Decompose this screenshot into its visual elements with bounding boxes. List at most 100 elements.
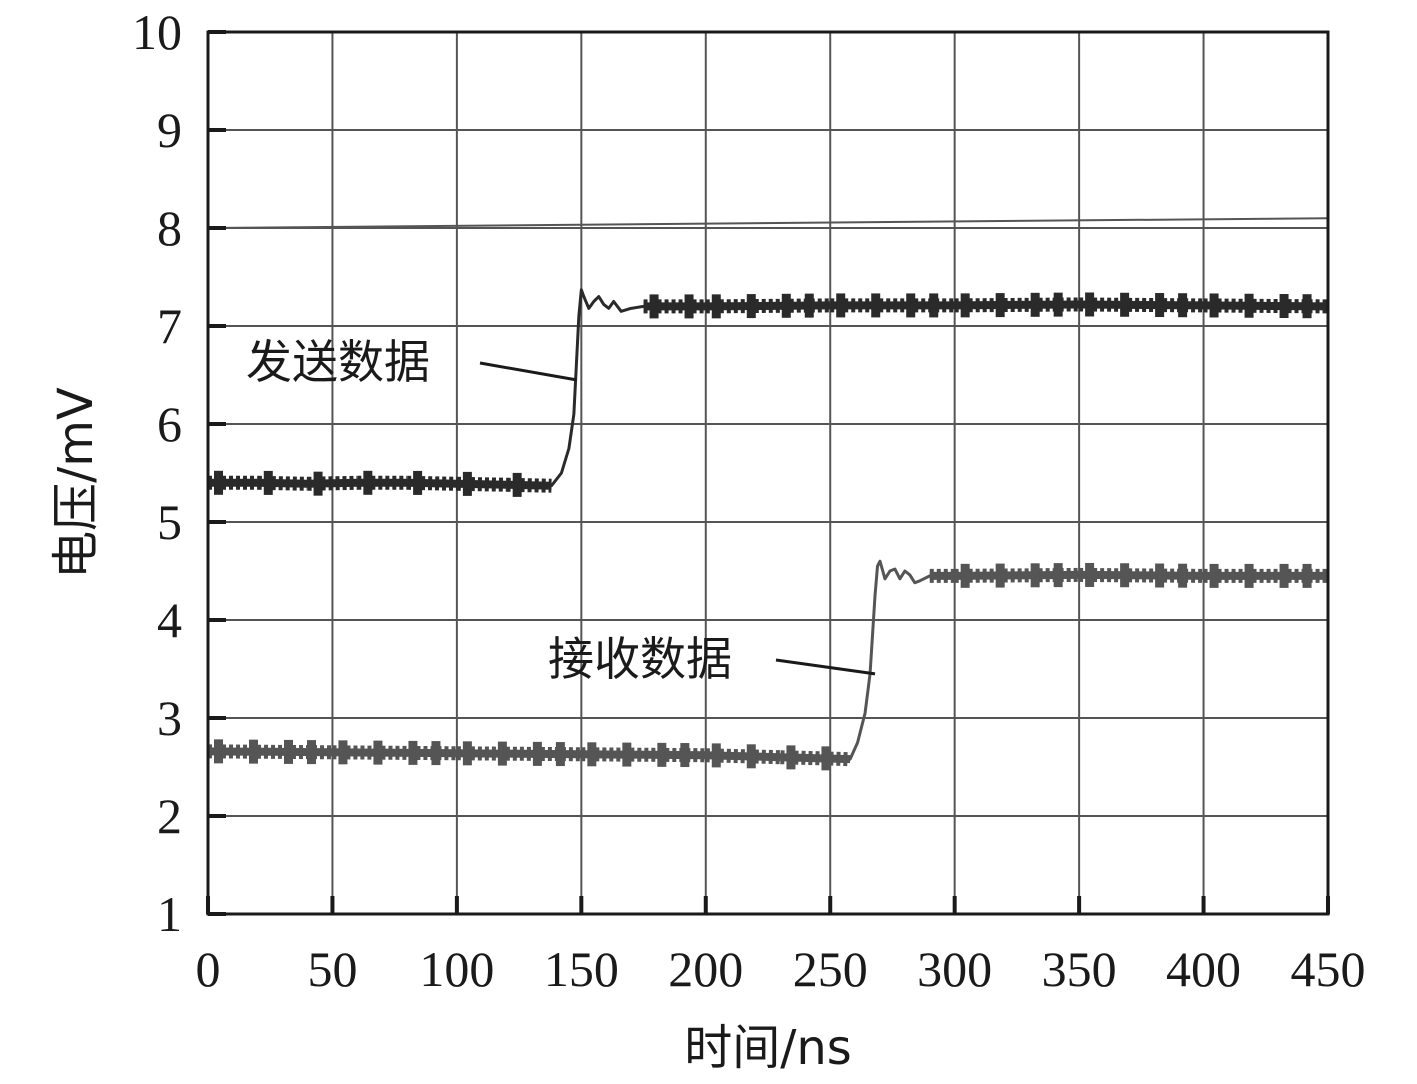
y-tick-label: 3 [157, 690, 182, 746]
noise-burst [1244, 293, 1254, 318]
noise-burst [1155, 293, 1165, 318]
x-axis-title: 时间/ns [684, 1020, 852, 1076]
x-tick-label: 350 [1042, 941, 1117, 997]
x-tick-label: 300 [917, 941, 992, 997]
y-tick-label: 10 [132, 4, 182, 60]
noise-burst [746, 294, 756, 319]
noise-burst [1053, 563, 1063, 588]
x-tick-label: 100 [419, 941, 494, 997]
noise-burst [532, 741, 542, 766]
noise-burst [684, 294, 694, 319]
noise-burst [657, 742, 667, 767]
noise-burst [746, 744, 756, 769]
y-axis-title: 电压/mV [48, 387, 104, 579]
noise-burst [1085, 292, 1095, 317]
noise-burst [1053, 292, 1063, 317]
noise-burst [214, 739, 223, 764]
noise-burst [249, 739, 258, 764]
noise-burst [1209, 563, 1219, 588]
x-tick-label: 400 [1166, 941, 1241, 997]
noise-burst [995, 293, 1005, 318]
x-tick-label: 150 [544, 941, 619, 997]
annotation-leader [775, 658, 876, 676]
noise-burst [680, 743, 690, 768]
plot-frame [206, 30, 1330, 916]
noise-burst [804, 293, 814, 318]
noise-burst [929, 293, 939, 318]
noise-burst [1279, 294, 1289, 319]
noise-burst [871, 293, 881, 318]
noise-burst [786, 745, 796, 770]
noise-burst [587, 742, 597, 767]
noise-burst [1085, 562, 1095, 587]
noise-burst [1302, 563, 1312, 588]
noise-burst [622, 742, 632, 767]
noise-burst [431, 741, 441, 766]
annotation-leader [479, 361, 577, 382]
annotation-label: 接收数据 [548, 632, 732, 686]
y-tick-labels: 1 2 3 4 5 6 7 8 9 10 [132, 4, 182, 942]
y-tick-label: 4 [157, 592, 182, 648]
noise-burst [408, 740, 418, 765]
noise-burst [1120, 292, 1130, 317]
noise-burst [313, 471, 323, 496]
series-layer [207, 288, 1329, 771]
y-tick-label: 1 [157, 886, 182, 942]
reference-line-group [207, 217, 1329, 229]
x-tick-label: 0 [196, 941, 221, 997]
noise-burst [1030, 292, 1040, 317]
noise-burst [555, 742, 565, 767]
noise-burst [497, 741, 507, 766]
noise-burst [1279, 563, 1289, 588]
noise-burst [307, 740, 316, 765]
noise-burst [363, 470, 373, 495]
noise-burst [284, 739, 293, 764]
noise-burst [960, 293, 970, 318]
noise-burst [462, 471, 472, 496]
x-tick-label: 450 [1291, 941, 1366, 997]
noise-burst [711, 294, 721, 319]
y-tick-label: 9 [157, 102, 182, 158]
noise-burst [1030, 563, 1040, 588]
noise-burst [1178, 293, 1188, 318]
y-tick-label: 5 [157, 494, 182, 550]
noise-burst [1155, 563, 1165, 588]
noise-burst [338, 740, 348, 765]
noise-burst [373, 740, 383, 765]
noise-burst [263, 470, 273, 495]
y-tick-label: 2 [157, 788, 182, 844]
noise-burst [836, 293, 846, 318]
series-1 [207, 559, 1328, 771]
noise-burst [781, 293, 791, 318]
noise-burst [906, 293, 916, 318]
x-tick-label: 250 [793, 941, 868, 997]
series-0 [208, 288, 1329, 497]
noise-burst [1209, 293, 1219, 318]
annotation-label: 发送数据 [246, 335, 430, 389]
noise-burst [1302, 294, 1312, 319]
grid [207, 31, 1329, 915]
noise-burst [821, 746, 831, 771]
series-line [207, 559, 1328, 761]
x-tick-label: 200 [668, 941, 743, 997]
reference-line [207, 217, 1329, 229]
y-tick-label: 8 [157, 200, 182, 256]
x-tick-label: 50 [307, 941, 357, 997]
noise-burst [214, 470, 223, 495]
noise-burst [711, 743, 721, 768]
noise-burst [1244, 563, 1254, 588]
noise-burst [413, 470, 423, 495]
noise-burst [1120, 563, 1130, 588]
ticks [206, 30, 1330, 916]
x-tick-labels: 0 50 100 150 200 250 300 350 400 450 [196, 941, 1366, 997]
y-tick-label: 7 [157, 298, 182, 354]
y-tick-label: 6 [157, 396, 182, 452]
noise-burst [649, 294, 659, 319]
noise-burst [995, 563, 1005, 588]
noise-burst [512, 472, 522, 497]
noise-burst [1178, 563, 1188, 588]
noise-burst [462, 741, 472, 766]
noise-burst [960, 563, 970, 588]
